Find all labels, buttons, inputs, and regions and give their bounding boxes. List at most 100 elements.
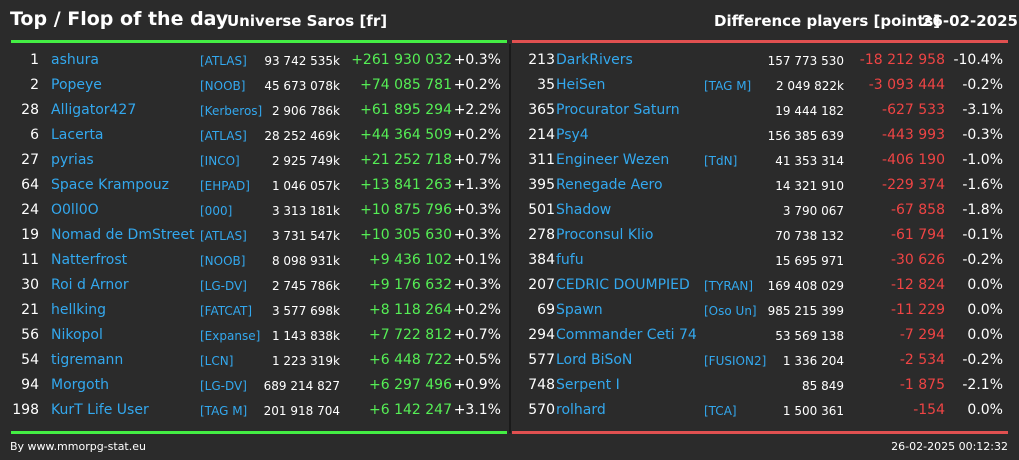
player-name-link[interactable]: Serpent I [556,377,620,393]
alliance-tag-link[interactable]: [Oso Un] [704,304,757,318]
player-score: 3 577 698k [271,304,340,318]
player-name-link[interactable]: fufu [556,252,584,268]
alliance-tag-link[interactable]: [ATLAS] [200,54,247,68]
alliance-tag-link[interactable]: [TAG M] [704,79,752,93]
percent-change: -0.3% [962,127,1003,143]
difference-label: Difference players [points] [714,12,941,30]
alliance-tag-link[interactable]: [ATLAS] [200,129,247,143]
player-score: 28 252 469k [264,129,340,143]
player-name-link[interactable]: tigremann [51,352,124,368]
alliance-tag-link[interactable]: [TAG M] [200,404,248,418]
flop-row: 69 Spawn [Oso Un] 985 215 399 -11 229 0.0% [511,297,1019,322]
alliance-tag-link[interactable]: [TYRAN] [704,279,754,293]
alliance-tag-link[interactable]: [LCN] [200,354,234,368]
alliance-tag-link[interactable]: [NOOB] [200,254,246,268]
player-name-link[interactable]: Alligator427 [51,102,137,118]
percent-change: +1.3% [453,177,501,193]
player-name-link[interactable]: Natterfrost [51,252,128,268]
player-name-link[interactable]: Roi d Arnor [51,277,129,293]
player-rank: 54 [21,352,39,368]
top-row: 2 Popeye [NOOB] 45 673 078k +74 085 781 +0.2% [0,72,509,97]
player-name-link[interactable]: Proconsul Klio [556,227,654,243]
player-score: 53 569 138 [775,329,844,343]
player-score: 3 731 547k [271,229,340,243]
percent-change: +0.3% [453,227,501,243]
player-score: 1 500 361 [782,404,844,418]
player-name-link[interactable]: Commander Ceti 74 [556,327,697,343]
percent-change: +0.2% [453,127,501,143]
player-name-link[interactable]: DarkRivers [556,52,633,68]
player-name-link[interactable]: rolhard [556,402,606,418]
alliance-tag-link[interactable]: [LG-DV] [200,279,247,293]
flop-row: 35 HeiSen [TAG M] 2 049 822k -3 093 444 -0.2% [511,72,1019,97]
source-credit: By www.mmorpg-stat.eu [10,440,146,453]
player-rank: 501 [528,202,555,218]
alliance-tag-link[interactable]: [INCO] [200,154,240,168]
player-name-link[interactable]: Renegade Aero [556,177,663,193]
flop-row: 213 DarkRivers 157 773 530 -18 212 958 -10.4… [511,47,1019,72]
player-name-link[interactable]: Lord BiSoN [556,352,633,368]
player-name-link[interactable]: Space Krampouz [51,177,169,193]
alliance-tag-link[interactable]: [FATCAT] [200,304,253,318]
alliance-tag-link[interactable]: [ATLAS] [200,229,247,243]
player-rank: 213 [528,52,555,68]
player-name-link[interactable]: HeiSen [556,77,606,93]
player-score: 15 695 971 [775,254,844,268]
player-rank: 278 [528,227,555,243]
alliance-tag-link[interactable]: [EHPAD] [200,179,250,193]
player-score: 2 906 786k [271,104,340,118]
alliance-tag-link[interactable]: [Expanse] [200,329,261,343]
percent-change: -1.6% [962,177,1003,193]
player-score: 14 321 910 [775,179,844,193]
player-name-link[interactable]: Shadow [556,202,612,218]
player-rank: 294 [528,327,555,343]
percent-change: -10.4% [953,52,1003,68]
player-rank: 69 [537,302,555,318]
player-name-link[interactable]: Psy4 [556,127,589,143]
universe-label: Universe Saros [fr] [227,12,388,30]
player-name-link[interactable]: pyrias [51,152,94,168]
alliance-tag-link[interactable]: [TCA] [704,404,737,418]
score-difference: +61 895 294 [360,102,452,118]
player-score: 1 336 204 [782,354,844,368]
player-rank: 35 [537,77,555,93]
player-name-link[interactable]: Nomad de DmStreet [51,227,195,243]
flop-list: 213 DarkRivers 157 773 530 -18 212 958 -10.4… [511,47,1019,422]
player-score: 93 742 535k [264,54,340,68]
player-name-link[interactable]: CEDRIC DOUMPIED [556,277,690,293]
top-row: 198 KurT Life User [TAG M] 201 918 704 +6 14… [0,397,509,422]
percent-change: +0.1% [453,252,501,268]
player-rank: 207 [528,277,555,293]
player-rank: 19 [21,227,39,243]
player-name-link[interactable]: Engineer Wezen [556,152,670,168]
player-name-link[interactable]: Procurator Saturn [556,102,680,118]
alliance-tag-link[interactable]: [Kerberos] [200,104,263,118]
player-name-link[interactable]: KurT Life User [51,402,149,418]
player-score: 85 849 [802,379,844,393]
player-score: 3 790 067 [782,204,844,218]
percent-change: +0.3% [453,202,501,218]
player-name-link[interactable]: Morgoth [51,377,109,393]
player-score: 985 215 399 [767,304,844,318]
player-name-link[interactable]: O0ll0O [51,202,99,218]
alliance-tag-link[interactable]: [TdN] [704,154,738,168]
player-name-link[interactable]: hellking [51,302,107,318]
player-name-link[interactable]: Popeye [51,77,102,93]
score-difference: -12 824 [890,277,945,293]
percent-change: +3.1% [453,402,501,418]
alliance-tag-link[interactable]: [000] [200,204,233,218]
alliance-tag-link[interactable]: [FUSION2] [704,354,767,368]
alliance-tag-link[interactable]: [NOOB] [200,79,246,93]
player-rank: 198 [12,402,39,418]
player-name-link[interactable]: Spawn [556,302,603,318]
player-name-link[interactable]: Nikopol [51,327,103,343]
percent-change: -0.1% [962,227,1003,243]
score-difference: -11 229 [890,302,945,318]
flop-row: 395 Renegade Aero 14 321 910 -229 374 -1.6% [511,172,1019,197]
alliance-tag-link[interactable]: [LG-DV] [200,379,247,393]
percent-change: +0.5% [453,352,501,368]
flop-row: 207 CEDRIC DOUMPIED [TYRAN] 169 408 029 -12 … [511,272,1019,297]
player-name-link[interactable]: ashura [51,52,99,68]
percent-change: +0.2% [453,302,501,318]
player-name-link[interactable]: Lacerta [51,127,104,143]
